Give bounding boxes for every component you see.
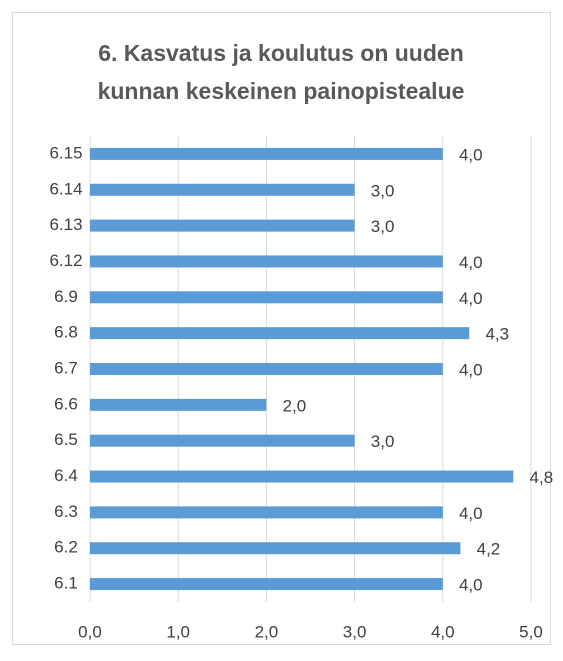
bar xyxy=(90,542,461,555)
x-tick-label: 4,0 xyxy=(431,622,455,641)
bar xyxy=(90,291,443,304)
y-tick-label: 6.6 xyxy=(54,394,78,413)
bar xyxy=(90,470,514,483)
value-label: 2,0 xyxy=(283,396,307,415)
bar xyxy=(90,506,443,519)
bar xyxy=(90,578,443,591)
bar xyxy=(90,327,470,340)
value-label: 4,0 xyxy=(459,504,483,523)
bar xyxy=(90,434,355,447)
value-label: 4,0 xyxy=(459,576,483,595)
value-label: 4,0 xyxy=(459,289,483,308)
x-tick-label: 2,0 xyxy=(255,622,279,641)
y-tick-label: 6.7 xyxy=(54,358,78,377)
y-tick-label: 6.1 xyxy=(54,574,78,593)
bar xyxy=(90,363,443,375)
x-tick-label: 5,0 xyxy=(519,622,543,641)
y-tick-label: 6.5 xyxy=(54,430,78,449)
value-label: 4,0 xyxy=(459,253,483,272)
bar xyxy=(90,398,267,411)
y-tick-label: 6.12 xyxy=(49,251,82,270)
value-label: 4,3 xyxy=(485,325,509,344)
y-tick-label: 6.14 xyxy=(49,179,82,198)
value-label: 3,0 xyxy=(371,432,395,451)
x-tick-label: 3,0 xyxy=(343,622,367,641)
y-tick-label: 6.4 xyxy=(54,466,78,485)
bar xyxy=(90,255,443,268)
chart-title: 6. Kasvatus ja koulutus on uuden kunnan … xyxy=(97,40,465,104)
y-tick-label: 6.13 xyxy=(49,215,82,234)
y-tick-label: 6.9 xyxy=(54,287,78,306)
y-tick-label: 6.15 xyxy=(49,143,82,162)
value-label: 4,8 xyxy=(530,468,554,487)
y-tick-label: 6.3 xyxy=(54,502,78,521)
bar xyxy=(90,219,355,232)
value-label: 3,0 xyxy=(371,181,395,200)
x-tick-label: 1,0 xyxy=(166,622,190,641)
value-label: 4,2 xyxy=(477,540,501,559)
y-tick-label: 6.8 xyxy=(54,323,78,342)
value-label: 4,0 xyxy=(459,360,483,379)
x-tick-label: 0,0 xyxy=(78,622,102,641)
value-label: 3,0 xyxy=(371,217,395,236)
bar xyxy=(90,147,443,160)
bar xyxy=(90,183,355,196)
y-tick-label: 6.2 xyxy=(54,538,78,557)
value-label: 4,0 xyxy=(459,145,483,164)
